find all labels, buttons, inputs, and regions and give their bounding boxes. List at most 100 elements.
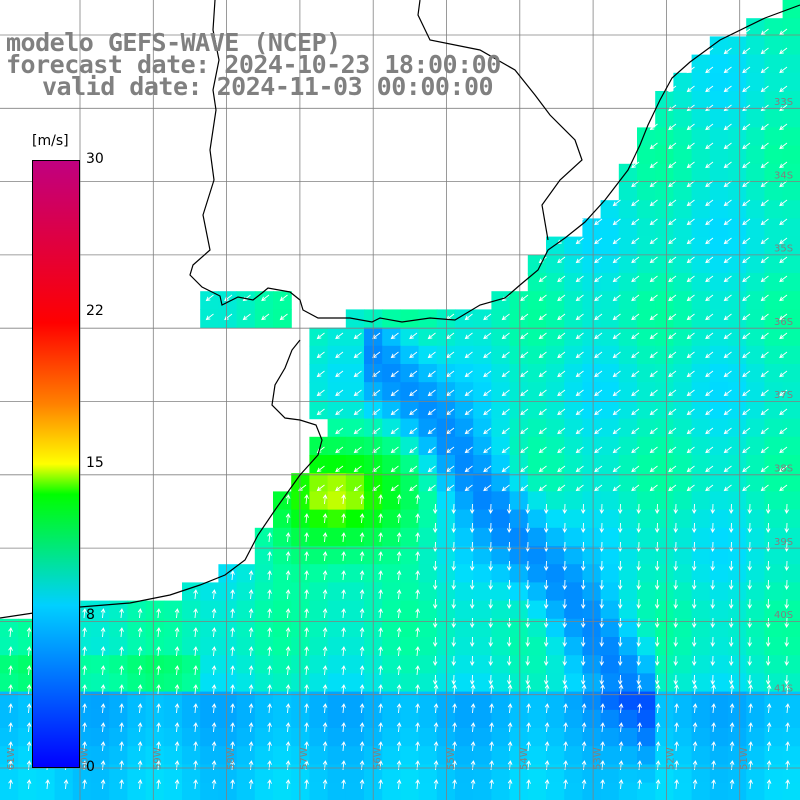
wind-arrow (304, 722, 309, 733)
wind-arrow (779, 351, 788, 359)
wind-arrow (636, 560, 641, 571)
wind-arrow (304, 741, 309, 752)
wind-arrow (501, 408, 510, 416)
wind-arrow (580, 503, 586, 514)
wind-cell (764, 291, 784, 310)
wind-cell (764, 327, 784, 347)
wind-cell (691, 345, 711, 365)
wind-arrow (137, 684, 143, 695)
wind-arrow (526, 741, 531, 752)
wind-cell (691, 109, 711, 128)
wind-cell (600, 691, 620, 711)
wind-cell (127, 618, 147, 638)
wind-arrow (673, 503, 678, 514)
wind-arrow (779, 389, 788, 397)
wind-arrow (599, 674, 604, 685)
wind-arrow (760, 85, 769, 93)
wind-arrow (631, 237, 640, 245)
wind-arrow (779, 275, 788, 283)
wind-cell (582, 364, 602, 383)
wind-arrow (723, 47, 732, 55)
wind-cell (309, 400, 329, 420)
wind-arrow (654, 503, 660, 514)
wind-cell (655, 455, 674, 474)
wind-arrow (378, 608, 383, 619)
wind-arrow (785, 703, 790, 714)
wind-arrow (649, 294, 658, 302)
wind-cell (764, 236, 784, 256)
wind-arrow (580, 579, 586, 590)
wind-cell (655, 127, 674, 147)
wind-arrow (82, 665, 87, 676)
wind-arrow (705, 47, 714, 55)
wind-cell (782, 54, 800, 74)
wind-cell (163, 673, 183, 693)
wind-arrow (193, 646, 198, 657)
wind-arrow (304, 513, 309, 524)
wind-cell (637, 345, 656, 365)
wind-arrow (543, 655, 549, 666)
wind-cell (273, 764, 292, 784)
wind-cell (491, 600, 511, 620)
wind-cell (418, 637, 438, 656)
wind-arrow (267, 741, 272, 752)
wind-arrow (668, 408, 677, 416)
wind-arrow (575, 313, 584, 321)
wind-cell (491, 400, 511, 420)
wind-arrow (322, 532, 328, 543)
wind-cell (400, 345, 420, 365)
colorbar-unit: [m/s] (32, 133, 69, 149)
wind-cell (582, 527, 602, 547)
wind-arrow (723, 66, 732, 74)
wind-cell (709, 309, 729, 329)
wind-cell (655, 327, 674, 347)
wind-arrow (390, 332, 399, 340)
wind-cell (746, 382, 765, 401)
wind-arrow (668, 484, 677, 492)
wind-arrow (464, 446, 473, 454)
wind-arrow (785, 684, 790, 695)
wind-arrow (649, 446, 658, 454)
wind-cell (691, 473, 711, 492)
wind-cell (618, 254, 638, 274)
wind-arrow (784, 541, 789, 552)
wind-arrow (580, 617, 586, 628)
wind-cell (728, 655, 747, 674)
wind-cell (127, 728, 147, 747)
wind-arrow (655, 741, 661, 752)
wind-cell (691, 327, 711, 347)
wind-arrow (785, 760, 790, 771)
wind-arrow (193, 760, 198, 771)
wind-arrow (636, 636, 641, 647)
wind-arrow (433, 684, 439, 695)
wind-cell (509, 527, 529, 547)
lat-label: 36S (774, 317, 793, 328)
wind-cell (109, 673, 128, 693)
wind-cell (709, 291, 729, 310)
wind-cell (618, 473, 638, 492)
wind-cell (455, 546, 474, 565)
wind-cell (746, 764, 765, 784)
wind-arrow (470, 703, 476, 714)
wind-arrow (230, 570, 235, 581)
wind-cell (618, 364, 638, 383)
wind-arrow (765, 560, 771, 571)
wind-arrow (538, 332, 547, 340)
wind-arrow (747, 655, 752, 666)
wind-arrow (489, 760, 494, 771)
wind-arrow (705, 294, 714, 302)
wind-arrow (156, 779, 161, 790)
wind-cell (91, 709, 110, 729)
wind-cell (728, 127, 747, 147)
wind-arrow (711, 741, 716, 752)
wind-arrow (686, 465, 695, 473)
wind-arrow (723, 313, 732, 321)
wind-arrow (193, 741, 198, 752)
wind-cell (0, 655, 19, 674)
wind-arrow (427, 332, 436, 340)
wind-cell (72, 782, 92, 800)
wind-arrow (378, 494, 383, 505)
wind-arrow (205, 294, 214, 302)
wind-arrow (575, 408, 584, 416)
wind-cell (291, 782, 310, 800)
